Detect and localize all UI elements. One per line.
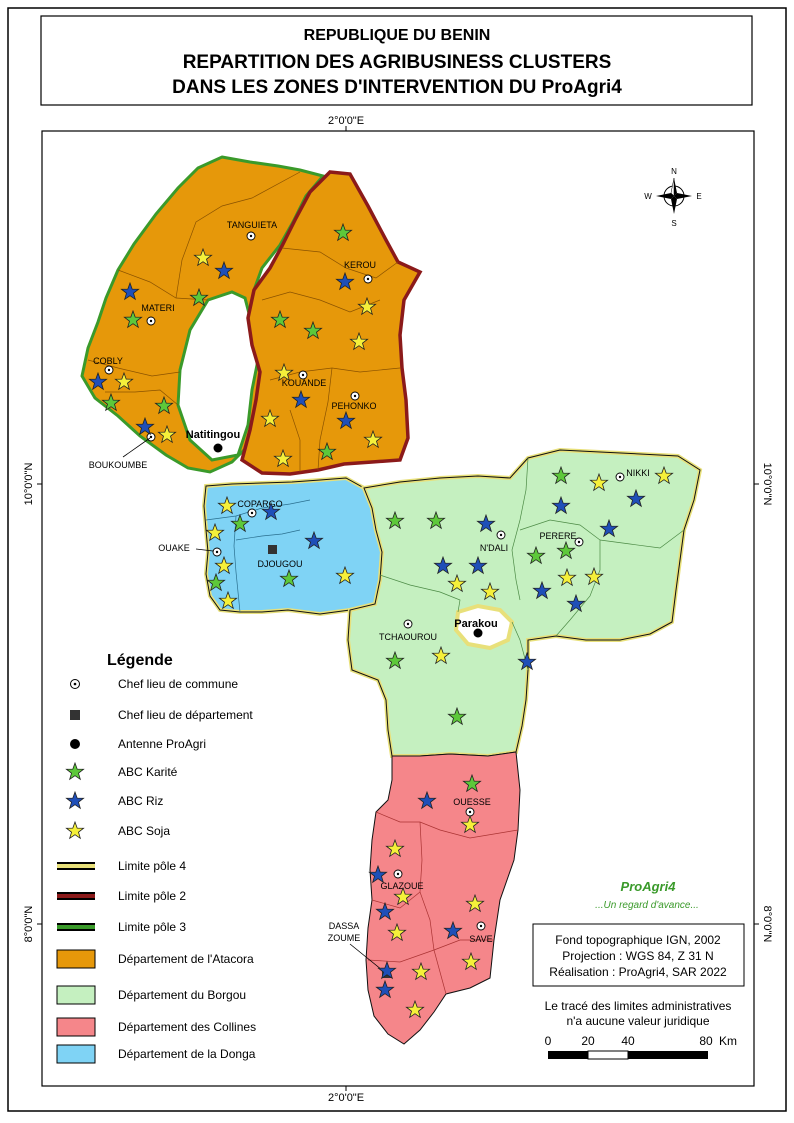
lon-label-bottom: 2°0'0"E: [328, 1092, 364, 1104]
legend-abc-riz: ABC Riz: [66, 791, 163, 809]
label-kouande: KOUANDE: [282, 378, 327, 388]
legend-pole3-label: Limite pôle 3: [118, 920, 186, 934]
credits-line3: Réalisation : ProAgri4, SAR 2022: [549, 965, 727, 979]
label-cobly: COBLY: [93, 356, 123, 366]
west-label: W: [644, 192, 652, 201]
label-glazoue: GLAZOUE: [380, 881, 423, 891]
legend-dept: Chef lieu de département: [70, 708, 253, 722]
legend-pole4: Limite pôle 4: [57, 859, 186, 873]
atacora-commune-lines: [87, 171, 401, 472]
legend-commune-label: Chef lieu de commune: [118, 677, 238, 691]
scale-tick-80: 80: [699, 1034, 713, 1048]
legend-atacora: Département de l'Atacora: [56, 949, 254, 969]
scale-tick-40: 40: [621, 1034, 635, 1048]
credits-line1: Fond topographique IGN, 2002: [555, 933, 721, 947]
legend-donga: Département de la Donga: [56, 1044, 256, 1064]
brand-logo: ProAgri4 ...Un regard d'avance...: [595, 879, 699, 911]
legend-atacora-label: Département de l'Atacora: [118, 952, 254, 966]
legend-title: Légende: [107, 652, 173, 669]
label-ndali: N'DALI: [480, 543, 508, 553]
label-djougou: DJOUGOU: [258, 559, 303, 569]
east-label: E: [696, 192, 701, 201]
country-title: REPUBLIQUE DU BENIN: [304, 27, 491, 44]
collines-region: [365, 751, 521, 1045]
antenna-natitingou: [213, 443, 223, 453]
label-tanguieta: TANGUIETA: [227, 220, 277, 230]
label-nikki: NIKKI: [626, 468, 650, 478]
label-parakou: Parakou: [454, 618, 497, 630]
disclaimer-line2: n'a aucune valeur juridique: [566, 1014, 709, 1028]
map-title-line2: DANS LES ZONES D'INTERVENTION DU ProAgri…: [172, 77, 622, 98]
legend-abc-soja-label: ABC Soja: [118, 824, 170, 838]
brand-tagline: ...Un regard d'avance...: [595, 900, 699, 911]
legend-dept-label: Chef lieu de département: [118, 708, 253, 722]
credits-line2: Projection : WGS 84, Z 31 N: [562, 949, 713, 963]
borgou-outline: [347, 449, 701, 757]
collines-commune-lines: [367, 811, 519, 995]
label-boukoumbe: BOUKOUMBE: [89, 460, 148, 470]
dept-marker-djougou: [268, 545, 277, 554]
label-ouake: OUAKE: [158, 543, 190, 553]
label-tchaourou: TCHAOUROU: [379, 632, 437, 642]
place-labels: TANGUIETA KEROU MATERI COBLY KOUANDE PEH…: [89, 220, 650, 978]
lat-label-left-south: 8°0'0"N: [23, 906, 35, 943]
label-kerou: KEROU: [344, 260, 376, 270]
label-copargo: COPARGO: [237, 499, 282, 509]
credits-box: [532, 923, 745, 987]
legend-antenna-label: Antenne ProAgri: [118, 737, 206, 751]
label-natitingou: Natitingou: [186, 429, 240, 441]
lat-label-right-south: 8°0'0"N: [761, 906, 773, 943]
donga-region: [201, 475, 385, 617]
legend-pole4-label: Limite pôle 4: [118, 859, 186, 873]
legend-pole3: Limite pôle 3: [57, 920, 186, 934]
north-arrow: N S E W: [644, 167, 701, 228]
title-box: [40, 15, 753, 106]
map-title-line1: REPARTITION DES AGRIBUSINESS CLUSTERS: [183, 52, 612, 73]
legend-collines-label: Département des Collines: [118, 1020, 256, 1034]
label-perere: PERERE: [539, 531, 576, 541]
legend-borgou: Département du Borgou: [56, 985, 246, 1005]
disclaimer-line1: Le tracé des limites administratives: [545, 999, 732, 1013]
legend-borgou-label: Département du Borgou: [118, 988, 246, 1002]
borgou-commune-lines: [379, 457, 685, 671]
lat-label-right-north: 10°0'0"N: [761, 463, 773, 506]
label-pehonko: PEHONKO: [331, 401, 376, 411]
legend-pole2: Limite pôle 2: [57, 889, 186, 903]
legend-antenna: Antenne ProAgri: [70, 737, 206, 751]
legend-collines: Département des Collines: [56, 1017, 256, 1037]
commune-marker-dots: [107, 234, 622, 928]
label-save: SAVE: [469, 934, 492, 944]
lat-label-left-north: 10°0'0"N: [23, 463, 35, 506]
legend-abc-riz-label: ABC Riz: [118, 794, 163, 808]
legend-pole2-label: Limite pôle 2: [118, 889, 186, 903]
legend-commune: Chef lieu de commune: [70, 677, 238, 691]
legend-abc-karite-label: ABC Karité: [118, 765, 178, 779]
commune-marker: [104, 231, 625, 931]
scale-bar: 0 20 40 80 Km: [545, 1034, 737, 1060]
north-label: N: [671, 167, 677, 176]
label-zoume: ZOUME: [328, 933, 361, 943]
brand-name: ProAgri4: [621, 879, 677, 894]
scale-tick-0: 0: [545, 1034, 552, 1048]
label-dassa: DASSA: [329, 921, 360, 931]
scale-tick-20: 20: [581, 1034, 595, 1048]
label-ouesse: OUESSE: [453, 797, 491, 807]
lon-label-top: 2°0'0"E: [328, 115, 364, 127]
page-frame: [7, 7, 787, 1112]
legend-abc-soja: ABC Soja: [66, 821, 170, 839]
south-label: S: [671, 219, 676, 228]
legend: Légende Chef lieu de commune Chef lieu de…: [56, 652, 256, 1064]
legend-abc-karite: ABC Karité: [66, 762, 178, 780]
scale-unit: Km: [719, 1034, 737, 1048]
legend-donga-label: Département de la Donga: [118, 1047, 256, 1061]
label-materi: MATERI: [141, 303, 174, 313]
antenna-parakou: [473, 628, 483, 638]
